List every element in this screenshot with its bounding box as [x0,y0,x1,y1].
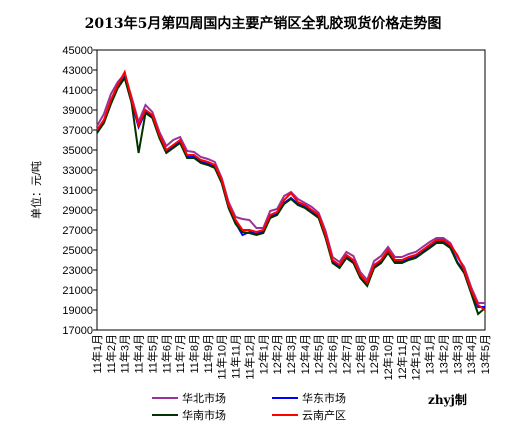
x-tick-label: 12年7月 [339,334,353,374]
x-tick-label: 12年6月 [326,334,340,374]
x-tick-label: 11年7月 [173,334,187,374]
y-tick-label: 37000 [62,125,93,137]
y-tick-label: 25000 [62,245,93,257]
y-tick-label: 39000 [62,105,93,117]
y-tick-label: 29000 [62,205,93,217]
x-tick-label: 12年10月 [381,334,395,380]
x-tick-label: 13年1月 [423,334,437,374]
legend-label: 华东市场 [302,391,346,405]
x-tick-label: 11年2月 [104,334,118,374]
x-tick-label: 13年4月 [464,334,478,374]
y-axis-label: 单位：元/吨 [29,161,43,219]
legend-label: 华北市场 [182,391,226,405]
x-tick-label: 11年5月 [145,334,159,374]
x-tick-label: 11年4月 [132,334,146,374]
x-tick-label: 12年9月 [367,334,381,374]
x-tick-label: 11年3月 [118,334,132,374]
y-tick-label: 45000 [62,45,93,57]
x-tick-label: 13年3月 [450,334,464,374]
x-tick-label: 13年2月 [436,334,450,374]
y-tick-label: 33000 [62,165,93,177]
y-tick-label: 27000 [62,225,93,237]
y-tick-label: 35000 [62,145,93,157]
series-line [96,71,485,304]
y-tick-label: 31000 [62,185,93,197]
x-tick-label: 11年1月 [90,334,104,374]
x-tick-label: 12年3月 [284,334,298,374]
x-tick-label: 12年8月 [353,334,367,374]
x-tick-label: 12年5月 [312,334,326,374]
y-tick-label: 43000 [62,65,93,77]
x-tick-label: 12年1月 [256,334,270,374]
y-tick-label: 23000 [62,265,93,277]
y-tick-label: 21000 [62,285,93,297]
plot-frame [96,49,486,331]
series-line [96,75,486,316]
x-tick-label: 12年4月 [298,334,312,374]
y-tick-label: 19000 [62,305,93,317]
x-tick-label: 11年10月 [215,334,229,380]
legend-label: 云南产区 [302,408,346,422]
x-tick-label: 11年9月 [201,334,215,374]
x-tick-label: 12年12月 [409,334,423,380]
x-tick-label: 12年11月 [395,334,409,380]
series-line [96,69,486,311]
x-tick-label: 11年6月 [159,334,173,374]
x-tick-label: 13年5月 [478,334,492,374]
y-tick-label: 41000 [62,85,93,97]
x-tick-label: 11年11月 [229,334,243,379]
note: zhyj制 [428,392,467,407]
y-tick-label: 17000 [62,325,93,337]
x-tick-label: 12年2月 [270,334,284,374]
x-tick-label: 11年8月 [187,334,201,374]
chart-title: 2013年5月第四周国内主要产销区全乳胶现货价格走势图 [85,15,442,32]
x-tick-label: 11年12月 [242,334,256,380]
legend-label: 华南市场 [182,408,226,422]
